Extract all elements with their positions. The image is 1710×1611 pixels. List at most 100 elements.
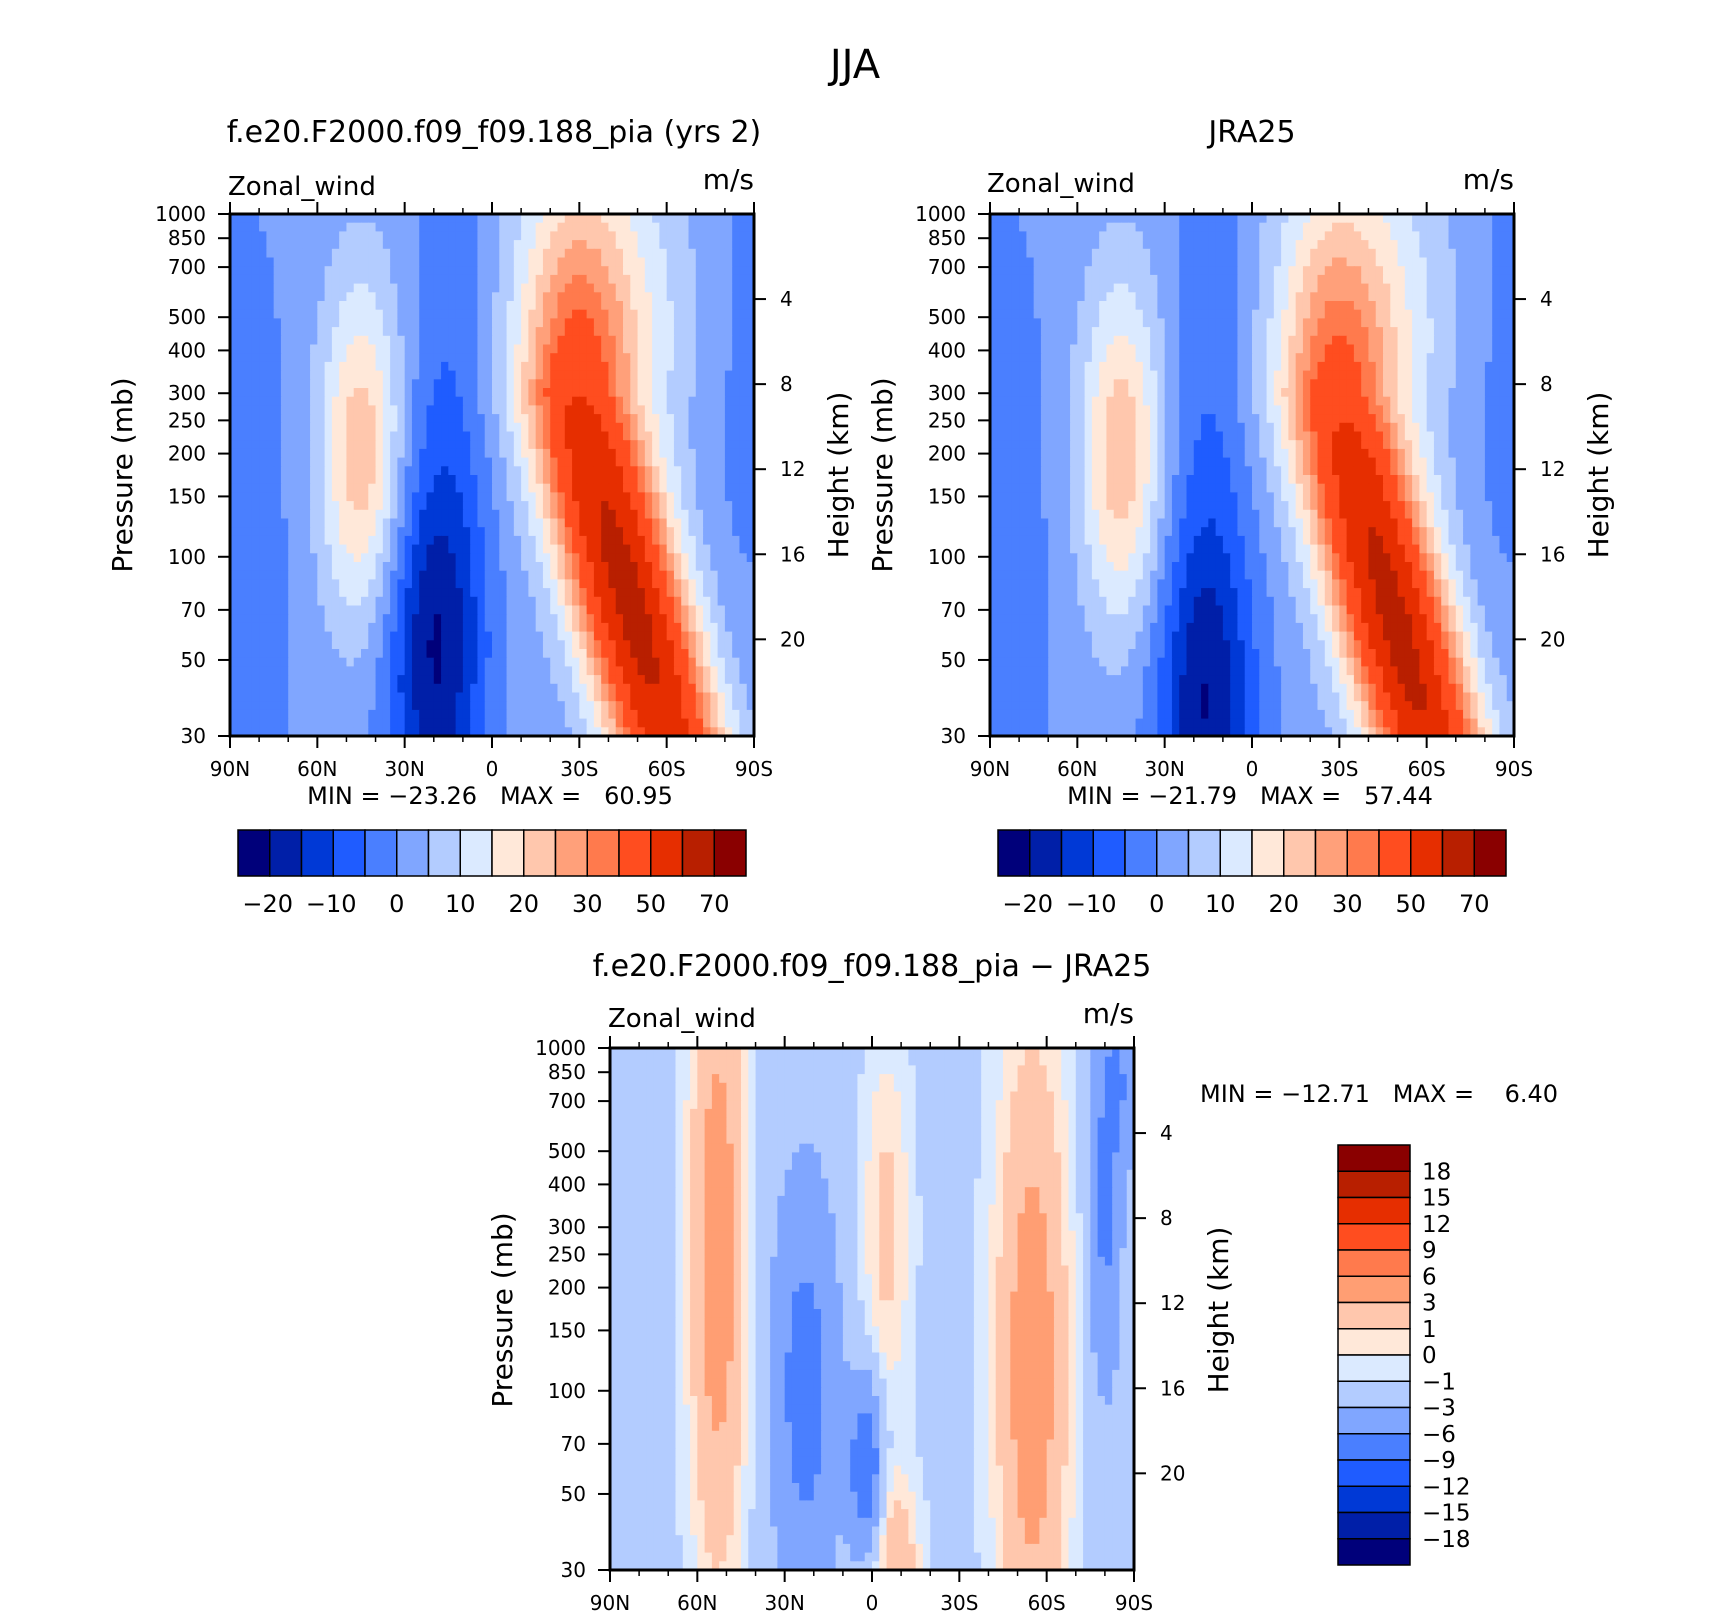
heatmap-cell: [1193, 222, 1202, 232]
heatmap-cell: [382, 579, 391, 589]
heatmap-cell: [724, 388, 733, 398]
heatmap-cell: [390, 335, 398, 346]
heatmap-cell: [317, 640, 326, 650]
heatmap-cell: [652, 283, 660, 293]
heatmap-cell: [273, 466, 282, 476]
heatmap-cell: [1404, 248, 1413, 259]
heatmap-cell: [1019, 274, 1027, 285]
heatmap-cell: [521, 649, 529, 659]
heatmap-cell: [623, 405, 631, 415]
heatmap-cell: [353, 466, 362, 476]
heatmap-cell: [739, 388, 748, 398]
heatmap-cell: [375, 535, 384, 546]
heatmap-cell: [426, 335, 435, 346]
heatmap-cell: [535, 431, 544, 441]
heatmap-cell: [717, 448, 726, 459]
heatmap-cell: [331, 509, 340, 520]
heatmap-cell: [644, 388, 653, 398]
heatmap-cell: [1033, 257, 1042, 267]
heatmap-cell: [353, 266, 362, 276]
heatmap-cell: [615, 318, 624, 328]
heatmap-cell: [426, 579, 435, 589]
heatmap-cell: [1040, 240, 1049, 250]
heatmap-cell: [251, 675, 260, 685]
heatmap-cell: [630, 588, 639, 598]
heatmap-cell: [251, 231, 260, 241]
heatmap-cell: [732, 283, 741, 293]
heatmap-cell: [593, 214, 602, 224]
heatmap-cell: [331, 301, 340, 311]
heatmap-cell: [492, 466, 500, 476]
heatmap-cell: [1324, 214, 1333, 224]
heatmap-cell: [608, 222, 617, 232]
heatmap-cell: [259, 701, 267, 711]
heatmap-cell: [310, 509, 318, 520]
heatmap-cell: [419, 518, 428, 528]
heatmap-cell: [419, 727, 428, 737]
heatmap-cell: [433, 274, 442, 285]
heatmap-cell: [703, 588, 711, 598]
heatmap-cell: [1448, 231, 1457, 241]
heatmap-cell: [579, 640, 588, 650]
heatmap-cell: [339, 274, 348, 285]
heatmap-cell: [455, 509, 464, 520]
heatmap-cell: [513, 579, 522, 589]
heatmap-cell: [499, 431, 508, 441]
heatmap-cell: [477, 361, 486, 372]
panel-obs-heatmap: [990, 214, 1515, 737]
heatmap-cell: [732, 353, 741, 363]
heatmap-cell: [601, 562, 610, 572]
heatmap-cell: [637, 692, 646, 702]
heatmap-cell: [528, 570, 537, 580]
heatmap-cell: [1477, 266, 1486, 276]
heatmap-cell: [1252, 266, 1260, 276]
heatmap-cell: [681, 475, 690, 485]
heatmap-cell: [666, 396, 675, 406]
heatmap-cell: [295, 605, 304, 615]
heatmap-cell: [681, 422, 690, 433]
heatmap-cell: [1128, 274, 1137, 285]
heatmap-cell: [557, 509, 566, 520]
heatmap-cell: [666, 283, 675, 293]
heatmap-cell: [237, 579, 246, 589]
heatmap-cell: [259, 414, 267, 424]
heatmap-cell: [637, 640, 646, 650]
heatmap-cell: [273, 544, 282, 554]
heatmap-cell: [717, 535, 726, 546]
heatmap-cell: [513, 309, 522, 319]
heatmap-cell: [586, 274, 595, 285]
heatmap-cell: [288, 353, 297, 363]
heatmap-cell: [528, 718, 537, 728]
heatmap-cell: [251, 448, 260, 459]
heatmap-cell: [1106, 257, 1115, 267]
heatmap-cell: [717, 388, 726, 398]
heatmap-cell: [361, 518, 369, 528]
heatmap-cell: [746, 692, 755, 702]
heatmap-cell: [1099, 240, 1108, 250]
heatmap-cell: [375, 579, 384, 589]
heatmap-cell: [390, 492, 398, 502]
heatmap-cell: [528, 283, 537, 293]
heatmap-cell: [652, 274, 660, 285]
heatmap-cell: [521, 440, 529, 450]
heatmap-cell: [448, 335, 457, 346]
heatmap-cell: [361, 640, 369, 650]
heatmap-cell: [637, 405, 646, 415]
heatmap-cell: [659, 683, 668, 694]
heatmap-cell: [368, 640, 377, 650]
heatmap-cell: [710, 692, 719, 702]
heatmap-cell: [593, 344, 602, 354]
heatmap-cell: [404, 614, 413, 624]
heatmap-cell: [259, 309, 267, 319]
heatmap-cell: [404, 544, 413, 554]
heatmap-cell: [1222, 231, 1231, 241]
heatmap-cell: [528, 214, 537, 224]
heatmap-cell: [317, 414, 326, 424]
heatmap-cell: [404, 622, 413, 633]
heatmap-cell: [411, 440, 420, 450]
heatmap-cell: [375, 257, 384, 267]
heatmap-cell: [288, 535, 297, 546]
heatmap-cell: [615, 579, 624, 589]
heatmap-cell: [586, 475, 595, 485]
heatmap-cell: [564, 240, 573, 250]
